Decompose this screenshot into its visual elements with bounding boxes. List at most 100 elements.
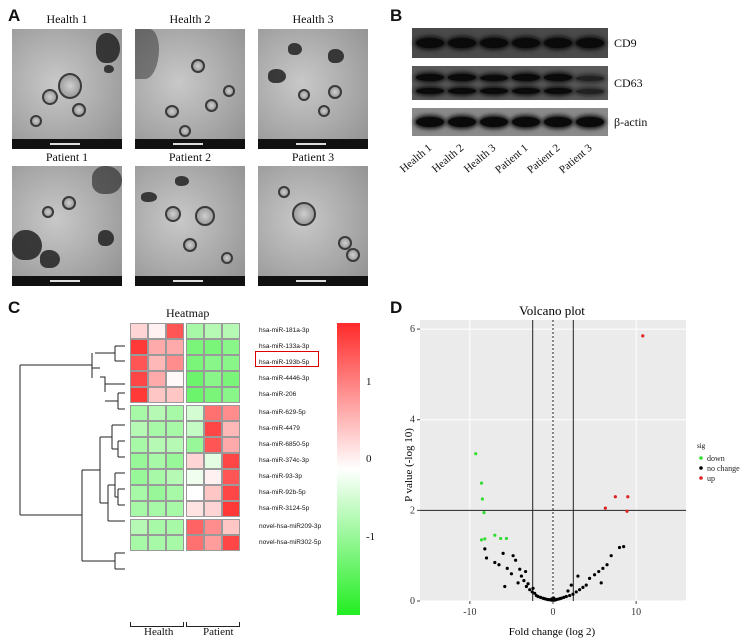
data-point-no-change [497,563,501,567]
data-point-no-change [528,588,532,592]
heatmap-cell [186,339,204,355]
panel-letter-d: D [390,298,403,317]
heatmap-cell [130,387,148,403]
heatmap-cell [130,421,148,437]
data-point-no-change [587,576,592,580]
heatmap-row-label: hsa-miR-133a-3p [259,343,310,350]
data-point-up [613,495,617,499]
heatmap-group-label: Patient [203,626,234,638]
heatmap-cell [186,453,204,469]
heatmap-cell [148,371,166,387]
wb-strip-cd9 [412,28,608,58]
heatmap-cell [130,535,148,551]
data-point-no-change [524,584,529,589]
tem-label: Health 3 [292,12,334,26]
data-point-no-change [483,547,487,551]
heatmap-cell [204,519,222,535]
heatmap-cell [130,485,148,501]
heatmap-row-label: hsa-miR-206 [259,391,297,398]
tem-label: Health 2 [169,12,211,26]
heatmap-cell [204,437,222,453]
legend-marker [699,476,703,480]
data-point-no-change [518,567,522,571]
data-point-no-change [609,554,613,558]
y-tick-label: 0 [410,596,415,607]
heatmap-row-label: hsa-miR-193b-5p [259,359,310,366]
heatmap-cell [204,501,222,517]
data-point-no-change [551,598,555,602]
heatmap-cell [130,501,148,517]
wb-lane-label: Patient 3 [557,142,595,177]
data-point-down [482,511,486,515]
data-point-no-change [522,579,526,583]
heatmap-row-label: hsa-miR-374c-3p [259,457,309,464]
data-point-down [480,497,484,501]
highlight-box [255,351,319,367]
data-point-no-change [544,597,548,601]
tem-label: Patient 1 [45,150,89,164]
heatmap-cell [222,453,240,469]
data-point-no-change [564,594,568,599]
data-point-no-change [526,582,530,586]
data-point-up [626,495,630,499]
y-tick-label: 2 [410,505,415,516]
y-axis-label: P value (-log 10) [403,428,415,502]
heatmap-cell [148,405,166,421]
panel-letter-b: B [390,6,403,25]
data-point-no-change [597,569,601,574]
heatmap-cell [222,421,240,437]
data-point-no-change [566,589,570,593]
data-point-down [474,452,478,456]
heatmap-dendrogram [19,345,125,570]
colorbar-tick-label: 0 [366,453,372,465]
heatmap-row-label: hsa-miR-6850-5p [259,441,310,448]
heatmap-cell [204,323,222,339]
heatmap-cell [166,519,184,535]
wb-lane-label: Health 1 [398,142,435,176]
data-point-up [625,509,629,513]
data-point-no-change [546,598,550,602]
legend-label: up [707,474,715,483]
data-point-up [641,334,645,338]
x-tick-label: -10 [463,607,476,618]
heatmap-cell [166,535,184,551]
heatmap-cell [166,437,184,453]
tem-image [258,166,368,286]
data-point-no-change [568,593,572,598]
heatmap-cell [204,339,222,355]
heatmap-cell [186,323,204,339]
data-point-down [479,481,484,485]
data-point-no-change [592,573,597,577]
heatmap-cell [204,421,222,437]
data-point-no-change [541,596,545,600]
heatmap-cell [222,535,240,551]
tem-image [135,29,245,149]
data-point-no-change [571,592,575,596]
tem-label: Patient 3 [291,150,335,164]
heatmap-cell [130,323,148,339]
heatmap-row-label: hsa-miR-4479 [259,425,300,432]
data-point-no-change [501,551,505,556]
heatmap-cell [130,371,148,387]
heatmap-cell [186,469,204,485]
wb-lane-label: Patient 2 [525,142,563,177]
data-point-no-change [552,596,556,600]
data-point-no-change [558,597,562,601]
data-point-no-change [534,593,538,598]
heatmap-cell [222,387,240,403]
data-point-no-change [516,581,520,585]
heatmap-cell [130,405,148,421]
data-point-no-change [617,545,622,550]
heatmap-cell [186,437,204,453]
data-point-no-change [509,572,514,576]
wb-label-cd63: CD63 [614,76,643,90]
data-point-no-change [513,558,518,562]
y-tick-label: 6 [410,324,415,335]
heatmap-cell [186,405,204,421]
heatmap-cell [222,437,240,453]
data-point-no-change [601,566,605,570]
x-tick-label: 10 [631,607,641,618]
heatmap-row-label: hsa-miR-93-3p [259,473,302,480]
heatmap-cell [130,355,148,371]
heatmap-cell [148,339,166,355]
